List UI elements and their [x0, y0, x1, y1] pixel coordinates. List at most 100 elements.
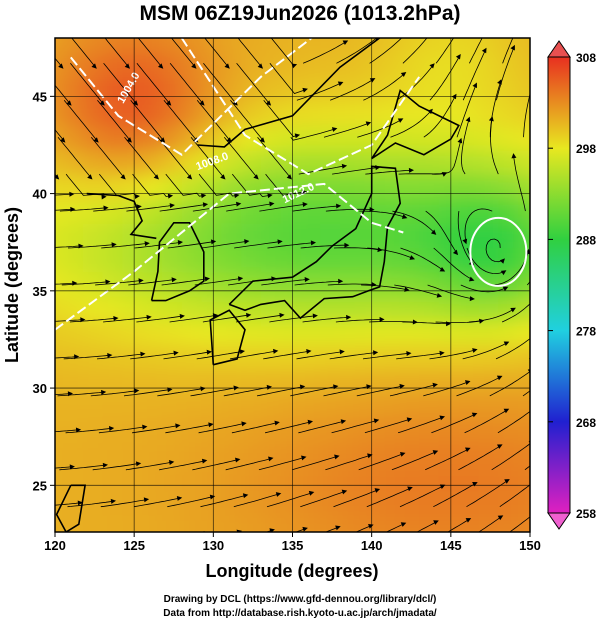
streamline: [128, 279, 174, 286]
streamline: [55, 129, 64, 140]
streamline: [163, 351, 209, 360]
field-cell: [399, 417, 421, 443]
streamline-arrow: [433, 520, 439, 525]
streamline-arrow: [101, 389, 107, 395]
field-cell: [518, 0, 539, 5]
field-cell: [359, 344, 381, 370]
streamline: [464, 410, 507, 434]
field-cell: [340, 198, 361, 224]
field-cell: [161, 125, 183, 151]
streamline-arrow: [530, 78, 536, 84]
field-cell: [102, 149, 124, 176]
field-cell: [122, 441, 144, 467]
field-cell: [518, 320, 530, 346]
streamline-arrow: [367, 453, 373, 459]
field-cell: [498, 539, 519, 564]
field-cell: [320, 125, 341, 151]
field-cell: [340, 490, 361, 516]
field-cell: [359, 174, 381, 200]
streamline: [269, 63, 305, 94]
field-cell: [359, 149, 381, 176]
field-cell: [498, 295, 520, 322]
field-cell: [518, 38, 530, 54]
streamline: [302, 42, 346, 64]
field-cell: [518, 295, 530, 322]
field-cell: [518, 344, 530, 370]
field-cell: [241, 490, 262, 516]
field-cell: [241, 417, 262, 443]
streamline-arrow: [140, 351, 146, 357]
field-cell: [320, 465, 341, 492]
coastline: [86, 192, 157, 240]
streamline-arrow: [107, 352, 113, 358]
field-cell: [458, 76, 480, 103]
field-cell: [320, 271, 341, 297]
streamline: [198, 423, 244, 434]
field-cell: [62, 174, 84, 200]
field-cell: [419, 38, 440, 54]
field-cell: [201, 441, 223, 467]
field-cell: [260, 125, 282, 151]
streamline: [71, 38, 95, 66]
coastline: [209, 309, 246, 366]
field-cell: [300, 125, 322, 151]
field-cell: [102, 514, 124, 532]
field-cell: [142, 52, 163, 78]
field-cell: [498, 52, 520, 78]
streamline-arrow: [167, 193, 174, 199]
field-cell: [102, 174, 124, 200]
field-cell: [82, 417, 104, 443]
field-cell: [181, 295, 203, 322]
field-cell: [62, 149, 84, 176]
field-cell: [102, 295, 124, 322]
streamline-arrow: [455, 54, 461, 60]
field-cell: [82, 490, 104, 516]
streamline: [163, 99, 197, 140]
field-cell: [498, 490, 520, 516]
field-cell: [340, 392, 361, 419]
field-cell: [300, 198, 322, 224]
field-cell: [558, 539, 579, 564]
title: MSM 06Z19Jun2026 (1013.2hPa): [140, 2, 461, 25]
streamline: [298, 421, 343, 434]
field-cell: [478, 149, 500, 176]
field-cell: [399, 125, 421, 151]
streamline: [161, 278, 207, 286]
streamline-arrow: [138, 278, 144, 284]
field-cell: [380, 539, 401, 564]
streamline: [292, 456, 337, 471]
field-cell: [181, 392, 203, 419]
credit: Drawing by DCL (https://www.gfd-dennou.o…: [164, 594, 437, 605]
streamline-arrow: [535, 402, 542, 409]
field-cell: [181, 465, 203, 492]
field-cell: [459, 4, 480, 29]
streamline: [200, 241, 247, 249]
streamline: [462, 343, 507, 360]
field-cell: [260, 101, 282, 127]
x-tick-label: 125: [123, 538, 145, 553]
field-cell: [438, 76, 460, 103]
streamline: [104, 38, 128, 66]
streamline: [93, 206, 139, 212]
field-cell: [300, 174, 322, 200]
field-cell: [359, 52, 381, 78]
field-cell: [142, 295, 163, 322]
streamline: [130, 352, 176, 360]
field-cell: [340, 101, 361, 127]
field-cell: [458, 514, 480, 532]
field-cell: [63, 0, 84, 5]
field-cell: [62, 198, 84, 224]
field-cell: [459, 0, 480, 5]
field-cell: [62, 295, 84, 322]
field-cell: [379, 125, 401, 151]
field-cell: [419, 174, 440, 200]
field-cell: [161, 320, 183, 346]
field-cell: [458, 38, 480, 54]
field-cell: [23, 101, 44, 126]
field-cell: [55, 76, 64, 103]
field-cell: [280, 125, 302, 151]
streamline-arrow: [279, 312, 285, 318]
field-cell: [419, 417, 440, 443]
streamline-arrow: [432, 382, 438, 388]
field-cell: [62, 465, 84, 492]
